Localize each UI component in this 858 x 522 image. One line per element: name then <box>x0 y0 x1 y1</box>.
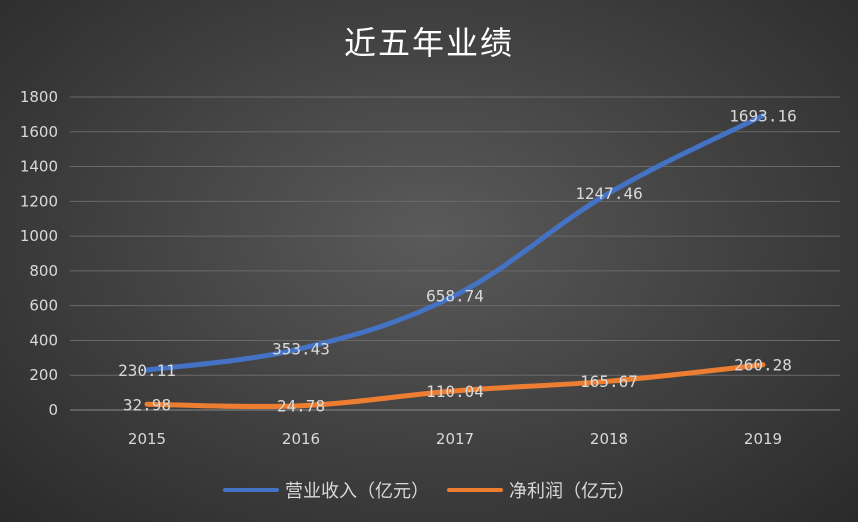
legend-item-revenue: 营业收入（亿元） <box>223 477 429 503</box>
x-tick-label: 2019 <box>744 430 782 448</box>
y-tick-label: 600 <box>29 297 58 315</box>
y-tick-label: 1200 <box>20 192 58 210</box>
y-tick-label: 1000 <box>20 227 58 245</box>
legend-swatch-revenue <box>223 488 279 492</box>
y-tick-label: 200 <box>29 366 58 384</box>
data-label-series-1: 260.28 <box>734 356 792 375</box>
legend-label-profit: 净利润（亿元） <box>509 481 635 502</box>
x-tick-label: 2018 <box>590 430 628 448</box>
data-label-series-0: 230.11 <box>118 361 176 380</box>
legend: 营业收入（亿元） 净利润（亿元） <box>0 477 858 503</box>
y-tick-label: 0 <box>48 401 58 419</box>
series-line-0 <box>144 113 766 373</box>
data-label-series-0: 353.43 <box>272 340 330 359</box>
x-tick-label: 2015 <box>128 430 166 448</box>
series-line-1 <box>144 362 766 410</box>
x-tick-label: 2017 <box>436 430 474 448</box>
legend-label-revenue: 营业收入（亿元） <box>285 481 429 502</box>
y-tick-label: 1600 <box>20 123 58 141</box>
legend-swatch-profit <box>447 488 503 492</box>
chart-title: 近五年业绩 <box>343 24 514 62</box>
x-tick-label: 2016 <box>282 430 320 448</box>
data-label-series-1: 32.98 <box>123 395 171 414</box>
data-label-series-1: 165.67 <box>580 372 638 391</box>
y-tick-label: 800 <box>29 262 58 280</box>
data-label-series-0: 1247.46 <box>575 184 642 203</box>
legend-item-profit: 净利润（亿元） <box>447 477 635 503</box>
data-label-series-0: 658.74 <box>426 286 484 305</box>
data-label-series-1: 110.04 <box>426 382 484 401</box>
data-label-series-1: 24.78 <box>277 397 325 416</box>
y-tick-label: 1400 <box>20 158 58 176</box>
data-label-series-0: 1693.16 <box>729 107 796 126</box>
y-tick-label: 1800 <box>20 88 58 106</box>
y-tick-label: 400 <box>29 331 58 349</box>
